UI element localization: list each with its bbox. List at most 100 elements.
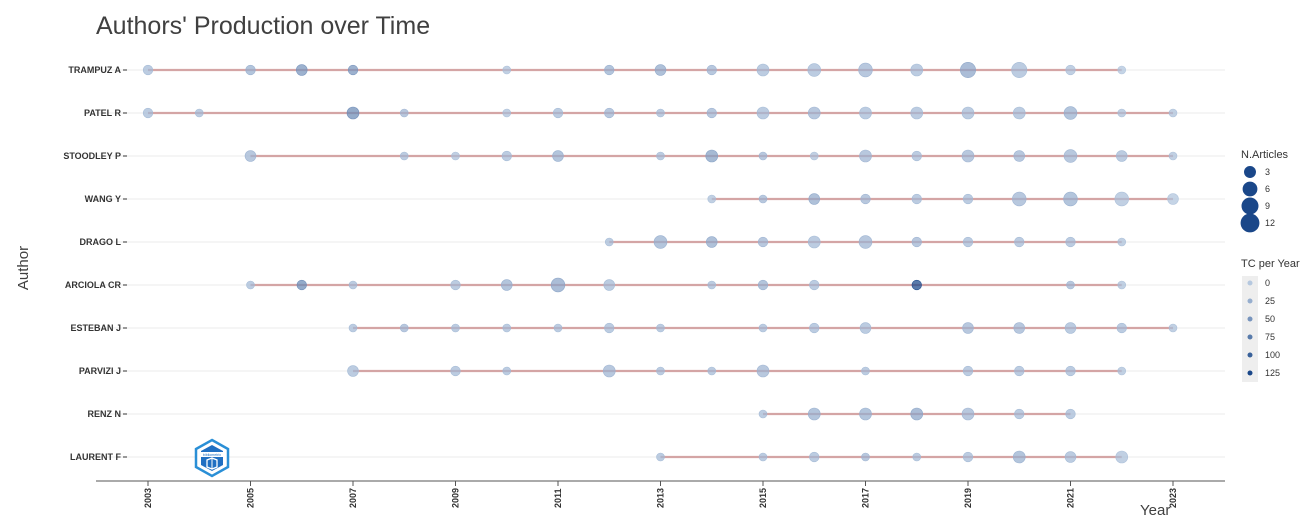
data-point — [961, 407, 975, 421]
data-point — [705, 149, 719, 163]
data-point — [296, 279, 307, 291]
size-legend-label: 6 — [1265, 184, 1270, 194]
data-point — [910, 407, 924, 421]
data-point — [552, 150, 564, 162]
color-legend-label: 25 — [1265, 296, 1275, 306]
data-point — [1012, 106, 1026, 120]
data-point — [502, 108, 512, 118]
size-legend-swatch — [1244, 166, 1256, 178]
year-tick-label: 2013 — [656, 488, 666, 508]
author-label: TRAMPUZ A — [68, 65, 121, 75]
data-point — [861, 452, 870, 462]
size-legend: N.Articles 3 6 9 12 — [1240, 149, 1289, 233]
data-point — [1013, 322, 1026, 334]
color-legend-swatch — [1247, 370, 1253, 376]
size-legend-swatch — [1242, 181, 1258, 197]
author-label: ESTEBAN J — [70, 323, 121, 333]
color-legend-label: 75 — [1265, 332, 1275, 342]
data-point — [809, 322, 820, 334]
data-point — [1117, 366, 1127, 376]
author-labels: TRAMPUZ A PATEL R STOODLEY P WANG Y DRAGO L A… — [63, 65, 127, 462]
data-point — [911, 236, 922, 248]
data-point — [758, 323, 768, 333]
data-point — [757, 236, 769, 248]
data-point — [348, 323, 358, 333]
data-point — [1117, 280, 1127, 290]
data-point — [656, 323, 665, 333]
color-legend-label: 100 — [1265, 350, 1280, 360]
data-point — [1064, 451, 1077, 463]
author-label: PARVIZI J — [79, 366, 121, 376]
data-point — [705, 236, 718, 248]
data-point — [809, 279, 820, 291]
year-ticks: 2003 2005 2007 2009 2011 2013 2015 2017 2019 2021… — [143, 481, 1178, 508]
data-point — [604, 322, 615, 334]
data-point — [962, 365, 974, 377]
data-point — [246, 280, 255, 290]
data-point — [244, 150, 257, 162]
author-label: LAURENT F — [70, 452, 121, 462]
data-point — [1013, 150, 1026, 162]
data-point — [604, 64, 615, 76]
data-point — [1115, 150, 1128, 162]
data-point — [860, 193, 871, 205]
data-point — [656, 366, 665, 376]
data-point — [653, 235, 668, 249]
bibliometrix-logo-icon — [194, 438, 230, 478]
data-point — [1065, 236, 1076, 248]
data-point — [861, 366, 870, 376]
data-point — [656, 452, 665, 462]
data-point — [604, 237, 614, 247]
year-tick-label: 2019 — [963, 488, 973, 508]
data-point — [295, 64, 308, 76]
data-point — [1065, 365, 1076, 377]
color-legend-title: TC per Year — [1241, 258, 1300, 270]
data-point — [911, 193, 922, 205]
data-point — [807, 106, 821, 120]
data-point — [859, 106, 872, 120]
data-point — [807, 235, 821, 249]
data-point — [604, 107, 615, 119]
data-point — [859, 149, 872, 163]
author-label: ARCIOLA CR — [65, 280, 122, 290]
data-point — [500, 279, 513, 291]
color-legend-swatch — [1247, 280, 1253, 286]
data-point — [808, 193, 821, 205]
data-point — [858, 62, 873, 78]
y-axis-title: Author — [15, 246, 32, 290]
data-point — [910, 63, 924, 77]
data-point — [656, 108, 665, 118]
author-label: WANG Y — [85, 194, 121, 204]
data-point — [962, 193, 974, 205]
data-point — [1117, 108, 1127, 118]
color-legend: TC per Year 0 25 50 75 100 125 — [1241, 258, 1300, 382]
data-point — [1014, 236, 1025, 248]
data-point — [1167, 193, 1179, 205]
data-point — [962, 236, 974, 248]
data-point — [1168, 108, 1178, 118]
size-legend-label: 3 — [1265, 167, 1270, 177]
data-point — [1014, 408, 1025, 420]
size-legend-swatch — [1240, 213, 1260, 233]
author-label: PATEL R — [84, 108, 122, 118]
data-point — [707, 280, 717, 290]
year-tick-label: 2017 — [861, 488, 871, 508]
data-point — [707, 366, 717, 376]
data-point — [707, 194, 717, 204]
gridlines — [96, 69, 1225, 458]
data-point — [502, 65, 512, 75]
data-point — [1114, 191, 1129, 207]
author-label: DRAGO L — [80, 237, 122, 247]
data-point — [962, 451, 974, 463]
data-point — [399, 323, 409, 333]
data-point — [502, 366, 512, 376]
data-point — [758, 452, 768, 462]
data-point — [450, 365, 461, 377]
data-point — [758, 151, 768, 161]
data-point — [347, 64, 359, 76]
data-point — [1116, 322, 1127, 334]
data-point — [1168, 151, 1178, 161]
data-point — [245, 64, 256, 76]
data-point — [960, 62, 976, 78]
year-tick-label: 2015 — [758, 488, 768, 508]
